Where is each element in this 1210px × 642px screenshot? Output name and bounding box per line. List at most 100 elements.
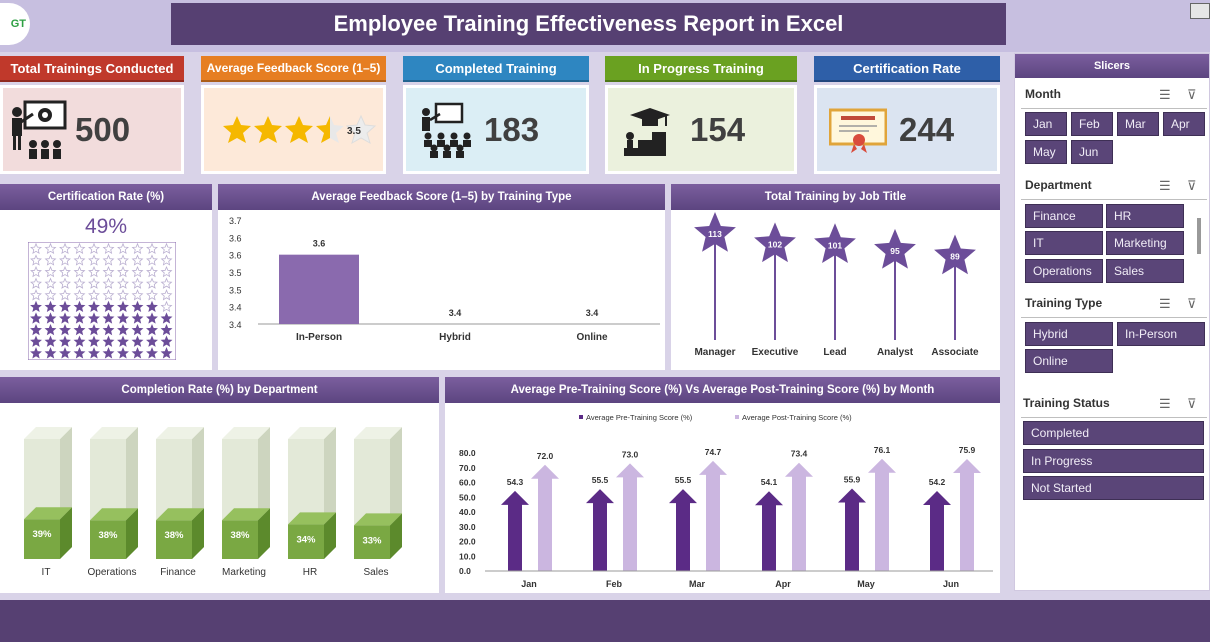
marker-value-label: 102 (768, 239, 782, 249)
star-filled (146, 323, 158, 336)
star-empty (88, 277, 100, 289)
x-category-label: Hybrid (439, 332, 471, 343)
slicer-item-hybrid[interactable]: Hybrid (1025, 322, 1113, 346)
star-empty (117, 289, 129, 301)
star-icon (254, 115, 282, 143)
slicer-title: Training Status (1023, 396, 1110, 410)
pre-data-label: 54.3 (507, 477, 524, 487)
star-icon (285, 115, 313, 143)
slicer-item-apr[interactable]: Apr (1163, 112, 1205, 136)
x-category-label: Operations (88, 567, 137, 578)
star-empty (30, 289, 42, 301)
star-empty (30, 242, 42, 255)
y-tick-label: 10.0 (459, 551, 476, 561)
slicer-item-sales[interactable]: Sales (1106, 259, 1184, 283)
star-empty (131, 242, 144, 255)
slicer-item-hr[interactable]: HR (1106, 204, 1184, 228)
panel-completion-by-department: Completion Rate (%) by Department 39% IT 3… (0, 377, 439, 593)
star-empty (44, 242, 57, 255)
slicer-scrollbar[interactable] (1197, 218, 1201, 254)
marker-value-label: 95 (890, 246, 900, 256)
star-empty (73, 289, 86, 301)
slicer-item-finance[interactable]: Finance (1025, 204, 1103, 228)
clear-filter-icon[interactable]: ⊽ (1187, 178, 1197, 193)
logo-text: GT (10, 18, 26, 30)
y-tick-label: 3.7 (229, 216, 242, 226)
feedback-bar-chart: 3.7 3.6 3.6 3.5 3.5 3.4 3.4 3.6 In-Person 3.4 Hybr… (229, 216, 660, 343)
completion-bar (90, 520, 126, 559)
post-data-label: 76.1 (874, 445, 891, 455)
x-category-label: Mar (689, 579, 706, 589)
slicer-item-in-person[interactable]: In-Person (1117, 322, 1205, 346)
x-category-label: Online (576, 332, 608, 343)
slicer-item-jun[interactable]: Jun (1071, 140, 1113, 164)
slicer-item-mar[interactable]: Mar (1117, 112, 1159, 136)
slicer-item-not-started[interactable]: Not Started (1023, 476, 1204, 500)
multi-select-icon[interactable]: ☰ (1159, 296, 1171, 311)
star-filled (146, 312, 158, 324)
x-category-label: IT (42, 567, 51, 578)
kpi-value: 3.5 (347, 126, 361, 137)
slicer-item-it[interactable]: IT (1025, 231, 1103, 255)
post-score-arrow (531, 464, 559, 571)
slicer-item-completed[interactable]: Completed (1023, 421, 1204, 445)
post-data-label: 75.9 (959, 445, 976, 455)
sheet-control-box[interactable] (1190, 3, 1210, 19)
completion-bar-side (258, 508, 270, 559)
star-empty (117, 277, 129, 289)
y-tick-label: 70.0 (459, 463, 476, 473)
star-filled (146, 300, 158, 313)
lollipop-marker (874, 228, 916, 269)
star-empty (30, 254, 42, 266)
y-tick-label: 50.0 (459, 492, 476, 502)
star-filled (88, 300, 100, 313)
completion-bar-top (90, 508, 138, 521)
star-filled (59, 335, 71, 347)
kpi-label: Average Feedback Score (1–5) (201, 56, 386, 82)
star-filled (88, 335, 100, 347)
pre-score-arrow (755, 491, 783, 571)
star-filled (160, 323, 173, 336)
slicer-item-marketing[interactable]: Marketing (1106, 231, 1184, 255)
x-category-label: Analyst (877, 347, 914, 358)
slicer-item-operations[interactable]: Operations (1025, 259, 1103, 283)
star-empty (102, 265, 115, 278)
bar-data-label: 33% (362, 535, 382, 546)
star-filled (117, 335, 129, 347)
completion-bar-top (24, 507, 72, 520)
multi-select-icon[interactable]: ☰ (1159, 396, 1171, 411)
star-filled (102, 312, 115, 324)
star-empty (117, 265, 129, 278)
star-filled (73, 300, 86, 313)
star-rating-icon: 3.5 (223, 115, 376, 143)
y-tick-label: 3.4 (229, 320, 242, 330)
star-filled (44, 347, 57, 359)
completion-bar-side (324, 512, 336, 559)
x-category-label: Lead (823, 347, 846, 358)
slicer-item-in-progress[interactable]: In Progress (1023, 449, 1204, 473)
bar-data-label: 38% (98, 530, 118, 541)
clear-filter-icon[interactable]: ⊽ (1187, 396, 1197, 411)
completion-3d-bar-chart: 39% IT 38% Operations 38% Finance 38% Marketing… (24, 427, 402, 578)
slicer-item-jan[interactable]: Jan (1025, 112, 1067, 136)
panel-title: Completion Rate (%) by Department (0, 377, 439, 403)
slicer-item-may[interactable]: May (1025, 140, 1067, 164)
slicer-item-online[interactable]: Online (1025, 349, 1113, 373)
clear-filter-icon[interactable]: ⊽ (1187, 296, 1197, 311)
bar-data-label: 34% (296, 534, 316, 545)
pre-data-label: 55.5 (675, 475, 692, 485)
kpi-label: In Progress Training (605, 56, 797, 82)
multi-select-icon[interactable]: ☰ (1159, 87, 1171, 102)
multi-select-icon[interactable]: ☰ (1159, 178, 1171, 193)
pre-post-arrow-chart: 80.0 70.0 60.0 50.0 40.0 30.0 20.0 10.0 0.0 Avera… (459, 413, 993, 589)
slicer-item-feb[interactable]: Feb (1071, 112, 1113, 136)
star-empty (88, 265, 100, 278)
star-empty (73, 254, 86, 266)
star-filled (73, 312, 86, 324)
clear-filter-icon[interactable]: ⊽ (1187, 87, 1197, 102)
star-filled (160, 335, 173, 347)
panel-feedback-by-type: Average Feedback Score (1–5) by Training… (218, 184, 665, 370)
kpi-label: Completed Training (403, 56, 589, 82)
star-filled (44, 335, 57, 347)
star-empty (59, 242, 71, 255)
